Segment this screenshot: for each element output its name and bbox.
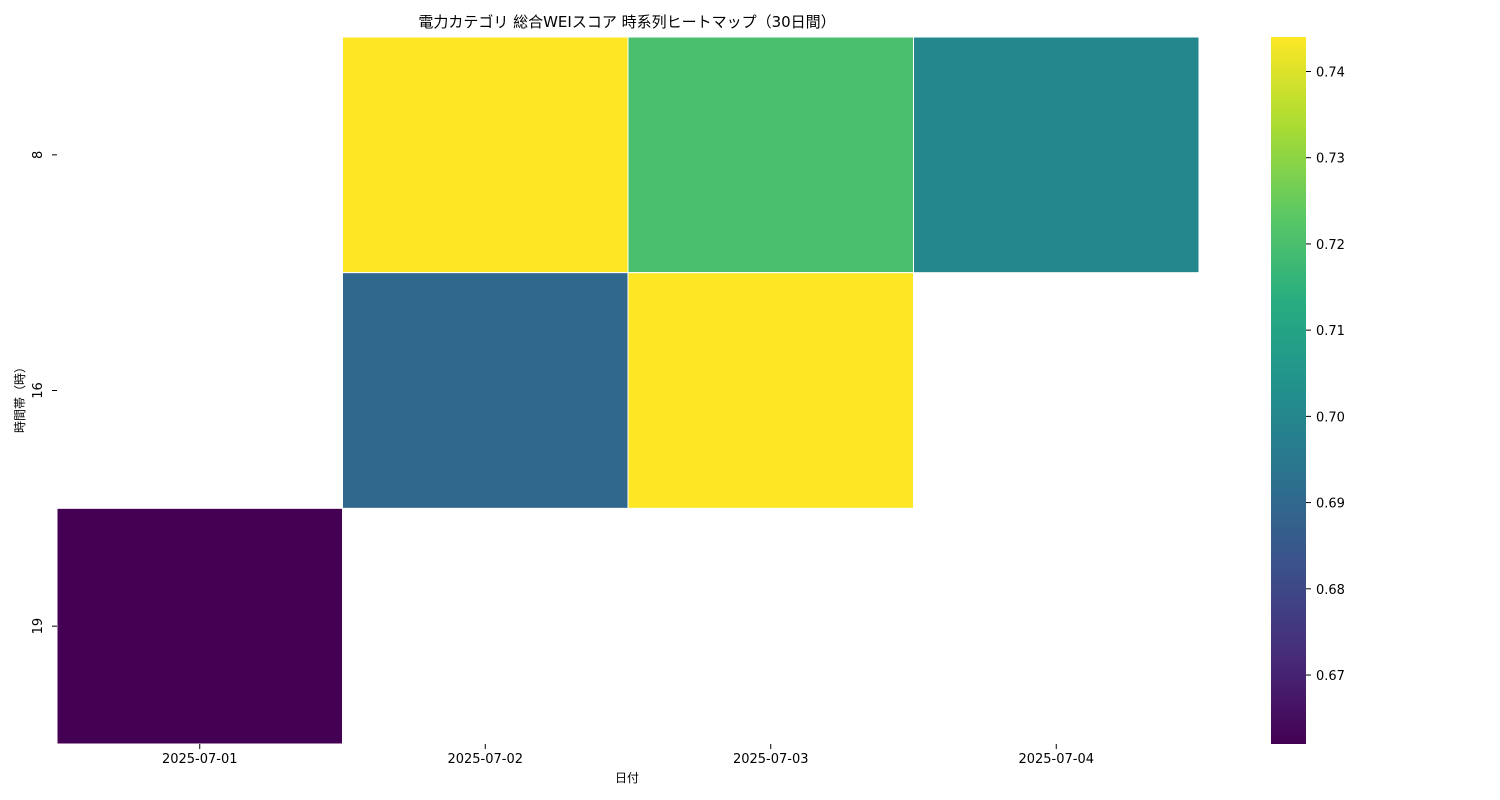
heatmap-cell — [342, 272, 629, 509]
y-tick-label: 16 — [31, 382, 46, 399]
heatmap-cell — [913, 36, 1200, 274]
x-axis-ticks: 2025-07-01 2025-07-02 2025-07-03 2025-07-04 — [162, 744, 1094, 767]
colorbar-tick-label: 0.67 — [1316, 669, 1345, 684]
heatmap-cells — [56, 36, 1200, 745]
heatmap-cell — [627, 36, 914, 274]
heatmap-cell — [342, 36, 629, 274]
colorbar — [1271, 37, 1306, 744]
y-axis-ticks: 8 16 19 — [31, 151, 57, 635]
y-axis-label: 時間帯（時） — [13, 361, 27, 433]
colorbar-tick-label: 0.70 — [1316, 410, 1345, 425]
colorbar-tick-label: 0.72 — [1316, 238, 1345, 253]
x-tick-label: 2025-07-02 — [447, 752, 523, 767]
x-tick-label: 2025-07-04 — [1018, 752, 1094, 767]
colorbar-tick-label: 0.71 — [1316, 324, 1345, 339]
heatmap-cell — [627, 272, 914, 509]
colorbar-ticks: 0.67 0.68 0.69 0.70 0.71 0.72 0.73 0.74 — [1306, 65, 1345, 684]
heatmap-cell — [56, 507, 343, 745]
y-tick-label: 8 — [31, 151, 46, 159]
x-tick-label: 2025-07-01 — [162, 752, 238, 767]
colorbar-tick-label: 0.69 — [1316, 497, 1345, 512]
colorbar-tick-label: 0.73 — [1316, 152, 1345, 167]
x-axis-label: 日付 — [615, 771, 639, 785]
colorbar-tick-label: 0.74 — [1316, 65, 1345, 80]
y-tick-label: 19 — [31, 618, 46, 635]
colorbar-tick-label: 0.68 — [1316, 583, 1345, 598]
chart-title: 電力カテゴリ 総合WEIスコア 時系列ヒートマップ（30日間） — [418, 13, 835, 31]
x-tick-label: 2025-07-03 — [733, 752, 809, 767]
